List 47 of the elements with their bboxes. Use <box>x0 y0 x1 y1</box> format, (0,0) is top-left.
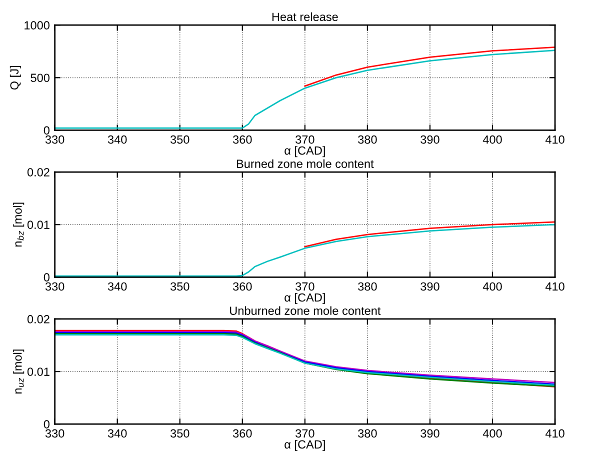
chart-title: Burned zone mole content <box>236 159 374 168</box>
x-tick-label: 340 <box>108 282 127 291</box>
x-tick-label: 410 <box>545 282 564 291</box>
y-tick-label: 0.01 <box>27 368 50 376</box>
x-tick-label: 330 <box>45 429 64 438</box>
y-axis-title: Q [J] <box>10 66 21 90</box>
x-tick-label: 370 <box>296 282 314 291</box>
x-tick-label: 380 <box>358 429 377 438</box>
x-tick-label: 330 <box>45 135 64 144</box>
x-tick-label: 410 <box>545 429 564 438</box>
line-series <box>304 221 556 248</box>
y-axis-title: n$_{bz}$ [mol] <box>13 202 24 247</box>
x-tick-label: 390 <box>420 135 440 144</box>
x-tick-label: 360 <box>233 282 252 291</box>
x-tick-label: 350 <box>170 135 190 144</box>
y-tick-label: 0.02 <box>27 315 50 324</box>
y-axis-title: n$_{uz}$ [mol] <box>13 350 24 394</box>
x-tick-label: 350 <box>170 429 190 438</box>
x-tick-label: 330 <box>45 282 64 291</box>
x-tick-label: 380 <box>358 135 377 144</box>
y-tick-label: 1000 <box>24 21 50 30</box>
y-tick-label: 0.02 <box>27 168 50 176</box>
x-tick-label: 400 <box>482 282 502 291</box>
y-tick-label: 0.01 <box>27 220 50 229</box>
x-tick-label: 370 <box>296 429 314 438</box>
x-axis-title: α [CAD] <box>284 293 325 304</box>
x-tick-label: 370 <box>296 135 314 144</box>
y-tick-label: 0 <box>44 126 50 135</box>
x-tick-label: 350 <box>170 282 190 291</box>
line-series <box>304 46 556 87</box>
x-tick-label: 410 <box>545 135 564 144</box>
x-tick-label: 340 <box>108 135 127 144</box>
x-tick-label: 360 <box>233 429 252 438</box>
y-tick-label: 0 <box>44 273 50 282</box>
x-tick-label: 340 <box>108 429 127 438</box>
x-tick-label: 390 <box>420 282 440 291</box>
x-tick-label: 400 <box>482 429 502 438</box>
x-tick-label: 380 <box>358 282 377 291</box>
chart-title: Unburned zone mole content <box>230 306 381 315</box>
x-tick-label: 360 <box>233 135 252 144</box>
x-axis-title: α [CAD] <box>284 440 325 451</box>
x-tick-label: 400 <box>482 135 502 144</box>
y-tick-label: 0 <box>44 420 50 428</box>
x-axis-title: α [CAD] <box>284 146 325 158</box>
chart-title: Heat release <box>272 12 338 22</box>
x-tick-label: 390 <box>420 429 440 438</box>
y-tick-label: 500 <box>30 74 50 82</box>
